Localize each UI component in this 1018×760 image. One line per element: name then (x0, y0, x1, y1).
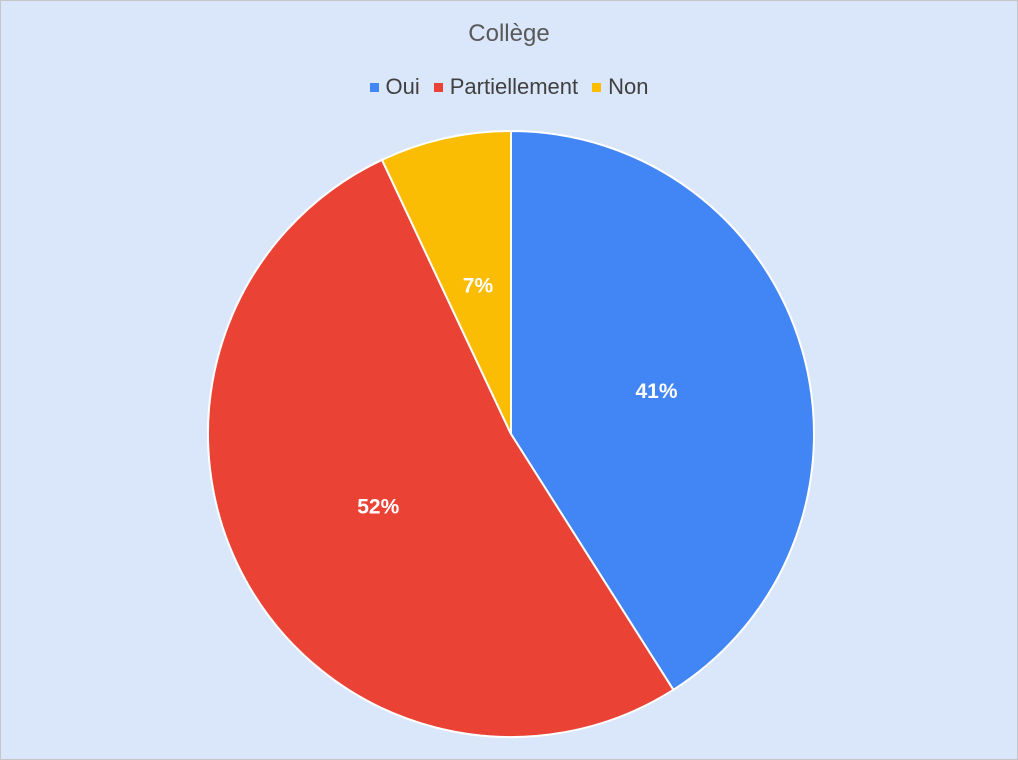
legend-item-non: Non (592, 74, 649, 100)
legend-label: Oui (385, 74, 420, 99)
pie-slice-partiellement (207, 158, 675, 738)
pie-slice-non (380, 129, 512, 435)
legend-item-oui: Oui (369, 74, 420, 100)
legend-swatch (592, 82, 602, 92)
slice-label-non: 7% (463, 275, 494, 298)
legend: Oui Partiellement Non (1, 74, 1017, 100)
legend-label: Partiellement (449, 74, 579, 99)
chart-title: Collège (468, 20, 550, 47)
slice-label-partiellement: 52% (357, 495, 399, 518)
slice-label-oui: 41% (635, 380, 677, 403)
legend-item-partiellement: Partiellement (433, 74, 579, 100)
legend-swatch (369, 82, 379, 92)
legend-swatch (433, 82, 443, 92)
legend-label: Non (608, 74, 649, 99)
pie-slice-oui (510, 129, 815, 692)
